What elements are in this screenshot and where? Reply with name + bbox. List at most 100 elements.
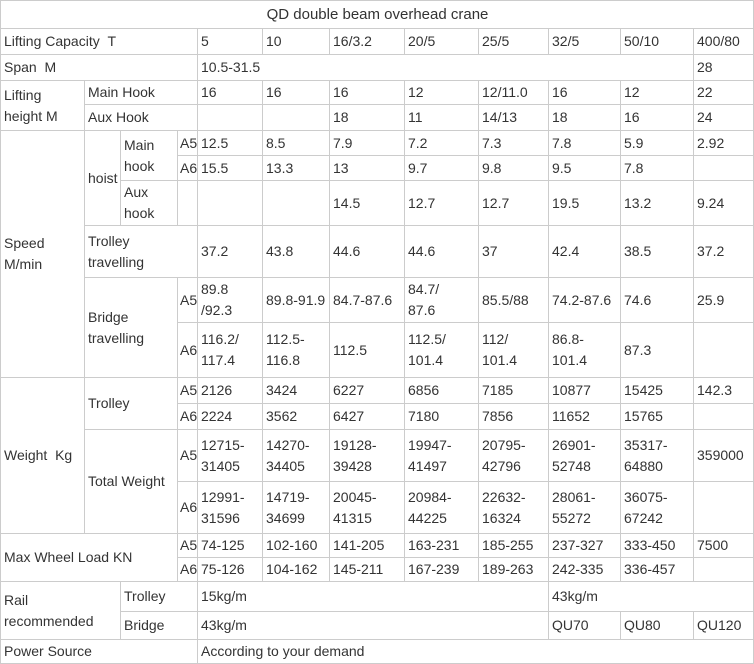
hoist-main-label: Main hook <box>120 130 178 181</box>
hoist-main-a5-row: Speed M/min hoist Main hook A5 12.5 8.5 … <box>0 130 754 378</box>
hoist-main-a5-value-1: 12.5 <box>197 130 263 156</box>
max-wheel-a6-value-1: 75-126 <box>197 557 263 582</box>
trolley-weight-a5-value-7: 15425 <box>620 377 694 404</box>
span-label: Span M <box>0 54 198 81</box>
trolley-weight-a6-value-6: 11652 <box>548 403 621 430</box>
max-wheel-a6-value-8 <box>693 557 754 582</box>
capacity-value-5: 25/5 <box>478 28 549 55</box>
main-hook-row: Lifting height M Main Hook 16 16 16 12 1… <box>0 80 754 131</box>
max-wheel-a6-value-2: 104-162 <box>262 557 330 582</box>
grade-a5: A5 <box>177 377 198 404</box>
grade-a6: A6 <box>177 403 198 430</box>
total-weight-a6-value-8 <box>693 481 754 534</box>
max-wheel-a5-value-5: 185-255 <box>478 533 549 558</box>
grade-a5: A5 <box>177 130 198 156</box>
main-hook-value-5: 12/11.0 <box>478 80 549 105</box>
grade-a5: A5 <box>177 277 198 323</box>
capacity-value-7: 50/10 <box>620 28 694 55</box>
main-hook-value-6: 16 <box>548 80 621 105</box>
aux-hook-label: Aux Hook <box>84 104 198 131</box>
main-hook-label: Main Hook <box>84 80 198 105</box>
trolley-travelling-row: Trolley travelling 37.2 43.8 44.6 44.6 3… <box>1 225 754 278</box>
hoist-main-a6-value-6: 9.5 <box>548 155 621 181</box>
trolley-weight-a6-value-5: 7856 <box>478 403 549 430</box>
bridge-a5-value-1: 89.8 /92.3 <box>197 277 263 323</box>
main-hook-value-4: 12 <box>404 80 479 105</box>
total-weight-a5-value-5: 20795- 42796 <box>478 429 549 482</box>
lifting-capacity-label: Lifting Capacity T <box>0 28 198 55</box>
main-hook-value-3: 16 <box>329 80 405 105</box>
bridge-a5-value-6: 74.2-87.6 <box>548 277 621 323</box>
main-hook-value-2: 16 <box>262 80 330 105</box>
bridge-a5-value-7: 74.6 <box>620 277 694 323</box>
max-wheel-a5-value-2: 102-160 <box>262 533 330 558</box>
total-weight-a5-value-6: 26901- 52748 <box>548 429 621 482</box>
hoist-main-a6-value-1: 15.5 <box>197 155 263 181</box>
total-weight-a5-value-7: 35317- 64880 <box>620 429 694 482</box>
bridge-a6-value-8 <box>693 322 754 378</box>
bridge-a6-value-3: 112.5 <box>329 322 405 378</box>
rail-bridge-row: Bridge 43kg/m QU70 QU80 QU120 <box>1 611 754 640</box>
bridge-a5-value-8: 25.9 <box>693 277 754 323</box>
hoist-main-a6-value-2: 13.3 <box>262 155 330 181</box>
bridge-a5-value-3: 84.7-87.6 <box>329 277 405 323</box>
trolley-weight-a5-value-2: 3424 <box>262 377 330 404</box>
total-weight-a6-value-1: 12991- 31596 <box>197 481 263 534</box>
trolley-weight-a6-value-2: 3562 <box>262 403 330 430</box>
aux-hook-value-2 <box>262 104 330 131</box>
trolley-travelling-value-5: 37 <box>478 225 549 278</box>
span-row: Span M 10.5-31.5 28 <box>0 54 754 81</box>
hoist-label: hoist <box>84 130 121 226</box>
trolley-weight-a5-row: Weight Kg Trolley A5 2126 3424 6227 6856… <box>0 377 754 534</box>
trolley-weight-label: Trolley <box>84 377 178 430</box>
rail-bridge-qu80: QU80 <box>620 611 694 640</box>
aux-hook-value-4: 11 <box>404 104 479 131</box>
rail-trolley-value-right: 43kg/m <box>548 581 754 612</box>
max-wheel-a6-value-5: 189-263 <box>478 557 549 582</box>
total-weight-a6-row: A6 12991- 31596 14719- 34699 20045- 4131… <box>1 481 754 534</box>
rail-trolley-label: Trolley <box>120 581 198 612</box>
hoist-aux-value-8: 9.24 <box>693 180 754 226</box>
trolley-weight-a6-value-3: 6427 <box>329 403 405 430</box>
bridge-a5-value-4: 84.7/ 87.6 <box>404 277 479 323</box>
total-weight-a5-value-2: 14270- 34405 <box>262 429 330 482</box>
trolley-weight-a6-value-7: 15765 <box>620 403 694 430</box>
aux-hook-value-5: 14/13 <box>478 104 549 131</box>
total-weight-a6-value-3: 20045- 41315 <box>329 481 405 534</box>
hoist-aux-value-1 <box>197 180 263 226</box>
total-weight-a6-value-7: 36075- 67242 <box>620 481 694 534</box>
max-wheel-a6-value-6: 242-335 <box>548 557 621 582</box>
trolley-travelling-value-6: 42.4 <box>548 225 621 278</box>
rail-recommended-label: Rail recommended <box>0 581 121 640</box>
hoist-aux-value-4: 12.7 <box>404 180 479 226</box>
capacity-value-2: 10 <box>262 28 330 55</box>
trolley-weight-a5-value-1: 2126 <box>197 377 263 404</box>
total-weight-a5-row: Total Weight A5 12715- 31405 14270- 3440… <box>1 429 754 534</box>
trolley-weight-a5-value-4: 6856 <box>404 377 479 404</box>
rail-bridge-qu120: QU120 <box>693 611 754 640</box>
aux-hook-value-3: 18 <box>329 104 405 131</box>
hoist-main-a5-value-4: 7.2 <box>404 130 479 156</box>
hoist-main-a5-value-8: 2.92 <box>693 130 754 156</box>
total-weight-a6-value-6: 28061- 55272 <box>548 481 621 534</box>
hoist-aux-value-6: 19.5 <box>548 180 621 226</box>
trolley-weight-a5-value-6: 10877 <box>548 377 621 404</box>
table-title: QD double beam overhead crane <box>0 0 754 29</box>
total-weight-label: Total Weight <box>84 429 178 534</box>
max-wheel-a6-value-4: 167-239 <box>404 557 479 582</box>
bridge-a6-value-5: 112/ 101.4 <box>478 322 549 378</box>
bridge-a6-value-6: 86.8- 101.4 <box>548 322 621 378</box>
aux-hook-row: Aux Hook 18 11 14/13 18 16 24 <box>1 104 754 131</box>
total-weight-a6-value-4: 20984- 44225 <box>404 481 479 534</box>
max-wheel-a5-row: Max Wheel Load KN A5 74-125 102-160 141-… <box>0 533 754 582</box>
aux-hook-value-1 <box>197 104 263 131</box>
max-wheel-a5-value-4: 163-231 <box>404 533 479 558</box>
span-value-last: 28 <box>693 54 754 81</box>
lifting-capacity-row: Lifting Capacity T 5 10 16/3.2 20/5 25/5… <box>0 28 754 55</box>
title-row: QD double beam overhead crane <box>0 0 754 29</box>
grade-a6: A6 <box>177 481 198 534</box>
lifting-height-label: Lifting height M <box>0 80 85 131</box>
capacity-value-4: 20/5 <box>404 28 479 55</box>
bridge-a6-value-1: 116.2/ 117.4 <box>197 322 263 378</box>
max-wheel-a6-row: A6 75-126 104-162 145-211 167-239 189-26… <box>1 557 754 582</box>
